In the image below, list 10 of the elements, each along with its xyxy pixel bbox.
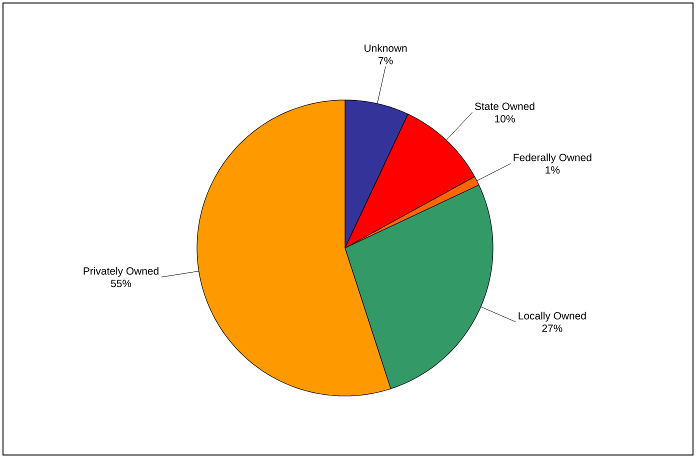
slice-label: Federally Owned [514, 154, 592, 164]
slice-label: Locally Owned [518, 312, 586, 322]
data-label: 55% [110, 280, 132, 288]
slice-label: Privately Owned [84, 267, 158, 277]
slice-label: State Owned [474, 102, 534, 110]
data-label: 27% [542, 324, 562, 332]
data-label: 1% [546, 166, 560, 174]
slice-label: Unknown [364, 44, 407, 52]
data-label: 10% [495, 115, 515, 122]
data-label: 7% [378, 56, 393, 64]
